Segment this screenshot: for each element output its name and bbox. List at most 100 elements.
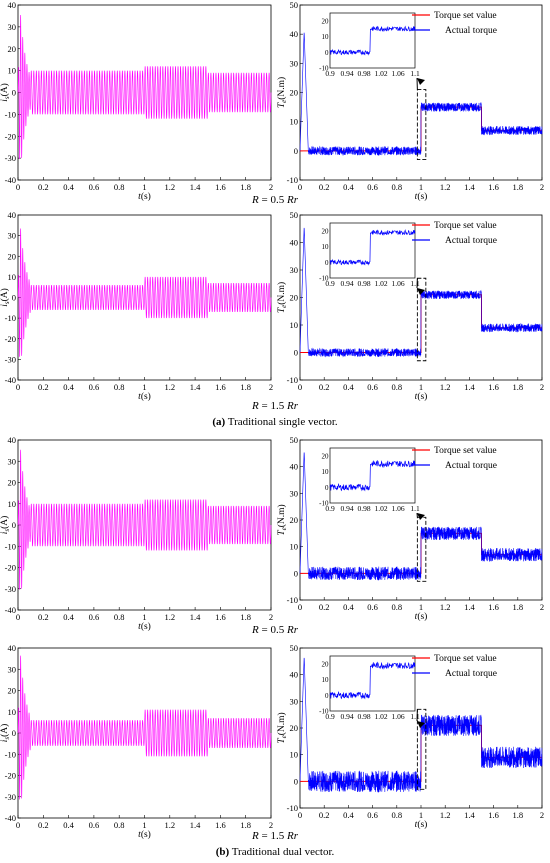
t2-torque-series (299, 227, 543, 358)
c3-xtick-label: 0.6 (89, 612, 100, 622)
c4-xtick-label: 0 (16, 820, 20, 830)
svg-text:t(s): t(s) (138, 191, 151, 202)
t2-inset-ytick: -10 (319, 275, 329, 283)
t4-inset-xtick: 0.94 (340, 712, 353, 721)
c4-xtick-label: 1.6 (215, 820, 226, 830)
c4-ytick-label: 40 (8, 643, 17, 653)
svg-text:t(s): t(s) (415, 819, 428, 830)
c3-xtick-label: 1.2 (164, 612, 175, 622)
t1-xtick-label: 1.8 (512, 182, 523, 192)
caption-r2: R = 1.5 Rr (252, 400, 298, 412)
c1-current-series (17, 15, 272, 160)
c1-ytick-label: -30 (5, 153, 16, 163)
t2-legend-torque-label: Actual torque (445, 236, 497, 246)
t4-inset-ytick: 20 (322, 660, 330, 668)
t2-xtick-label: 0.4 (343, 382, 354, 392)
c3-xtick-label: 1.8 (240, 612, 251, 622)
t1-inset-xtick: 0.98 (357, 69, 370, 78)
caption-b: (b) Traditional dual vector. (215, 846, 335, 858)
svg-text:Te(N.m): Te(N.m) (276, 282, 288, 313)
t4-ytick-label: 0 (294, 776, 298, 786)
t2-xlabel: t(s) (415, 391, 428, 402)
t2-ytick-label: -10 (287, 375, 298, 385)
t1-legend-torque-label: Actual torque (445, 26, 497, 36)
c1-ytick-label: 30 (8, 22, 17, 32)
t2-zoom-arrowhead (417, 288, 425, 295)
c1-xtick-label: 0 (16, 182, 20, 192)
c1-ytick-label: 20 (8, 44, 17, 54)
c1-ytick-label: -10 (5, 109, 16, 119)
caption-r3: R = 0.5 Rr (252, 624, 298, 636)
c3-current-series (17, 449, 272, 590)
c1-xtick-label: 1.4 (190, 182, 201, 192)
t4-inset-frame (329, 655, 416, 712)
t4-xtick-label: 1 (419, 810, 423, 820)
t3-ytick-label: -10 (287, 595, 298, 605)
c1-xtick-label: 0.8 (114, 182, 125, 192)
c2-xtick-label: 1 (142, 382, 146, 392)
c3-ytick-label: -40 (5, 605, 16, 615)
t1-inset-xtick: 1.02 (374, 69, 387, 78)
svg-text:is(A): is(A) (0, 724, 11, 743)
c2-ytick-label: 40 (8, 210, 17, 220)
t1-ylabel: Te(N.m) (276, 77, 288, 108)
t3-xtick-label: 1 (419, 602, 423, 612)
t1-inset-series (329, 25, 416, 56)
t3-inset-ytick: 20 (322, 452, 330, 460)
c4-xtick-label: 1.2 (164, 820, 175, 830)
t2-xtick-label: 1 (419, 382, 423, 392)
t1-ytick-label: 10 (290, 117, 299, 127)
t4-zoom-arrowhead (417, 721, 425, 728)
t3-ytick-label: 10 (290, 542, 299, 552)
c2-xlabel: t(s) (138, 391, 151, 402)
c4-current-series (17, 655, 272, 800)
t2-xtick-label: 1.6 (488, 382, 499, 392)
t2-inset-xtick: 0.94 (340, 279, 353, 288)
c2-ytick-label: 30 (8, 231, 17, 241)
t2-xtick-label: 0.2 (319, 382, 330, 392)
svg-text:is(A): is(A) (0, 516, 11, 535)
t3-xtick-label: 0 (298, 602, 302, 612)
c3-xtick-label: 2 (269, 612, 273, 622)
t3-inset-xtick: 0.9 (325, 504, 335, 513)
t3-xlabel: t(s) (415, 611, 428, 622)
svg-text:is(A): is(A) (0, 83, 11, 102)
c3-ytick-label: -10 (5, 541, 16, 551)
c4-ytick-label: 30 (8, 664, 17, 674)
c3-xtick-label: 0.2 (38, 612, 49, 622)
t3-inset-xtick: 0.94 (340, 504, 353, 513)
c1-xtick-label: 0.6 (89, 182, 100, 192)
svg-text:Te(N.m): Te(N.m) (276, 77, 288, 108)
t4-legend-setvalue-label: Torque set value (434, 654, 497, 664)
c2-xtick-label: 0.8 (114, 382, 125, 392)
svg-text:t(s): t(s) (138, 829, 151, 840)
t4-inset-ytick: 0 (325, 692, 329, 700)
c1-xtick-label: 2 (269, 182, 273, 192)
c4-xlabel: t(s) (138, 829, 151, 840)
t3-inset-xtick: 1.1 (410, 504, 420, 513)
t4-ylabel: Te(N.m) (276, 712, 288, 743)
t2-torque-chart: 0 0.2 0.4 0.6 0.8 1 1.2 1.4 1.6 1.8 2-100102030405… (276, 210, 544, 402)
t1-zoom-arrowhead (417, 78, 425, 85)
t3-legend-setvalue-label: Torque set value (434, 446, 497, 456)
t3-torque-series (299, 452, 543, 581)
c1-xtick-label: 1.6 (215, 182, 226, 192)
t1-ytick-label: 30 (290, 58, 299, 68)
t2-inset-ytick: 20 (322, 227, 330, 235)
c2-ytick-label: -10 (5, 313, 16, 323)
t4-xtick-label: 1.6 (488, 810, 499, 820)
t4-zoom-box (416, 708, 427, 790)
t4-inset-series (329, 661, 416, 700)
svg-text:t(s): t(s) (415, 611, 428, 622)
c3-xtick-label: 0.8 (114, 612, 125, 622)
c1-ytick-label: -40 (5, 175, 16, 185)
t1-xtick-label: 2 (540, 182, 544, 192)
t1-xtick-label: 1.4 (464, 182, 475, 192)
t3-inset-xtick: 0.98 (357, 504, 370, 513)
c3-xtick-label: 1.4 (190, 612, 201, 622)
t4-inset-xtick: 1.06 (391, 712, 404, 721)
svg-text:t(s): t(s) (415, 191, 428, 202)
c2-ytick-label: -20 (5, 334, 16, 344)
t2-inset-xtick: 0.9 (325, 279, 335, 288)
t1-xtick-label: 0.6 (367, 182, 378, 192)
